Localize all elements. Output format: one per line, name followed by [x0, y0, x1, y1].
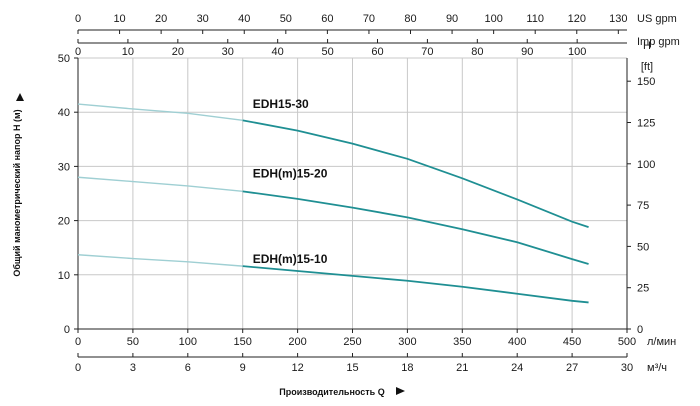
x-unit-impgpm: Imp gpm	[637, 36, 680, 48]
x-tick-label-impgpm: 90	[521, 46, 533, 58]
x-tick-label-lmin: 200	[288, 336, 306, 348]
x-tick-label-impgpm: 70	[421, 46, 433, 58]
curve-label-1: EDH(m)15-20	[253, 166, 328, 180]
x-tick-label-impgpm: 40	[272, 46, 284, 58]
x-tick-label-m3h: 24	[511, 362, 523, 374]
y-tick-label-m: 10	[58, 270, 70, 282]
x-tick-label-usgpm: 110	[526, 13, 544, 25]
x-tick-label-lmin: 100	[179, 336, 197, 348]
curve-label-0: EDH15-30	[253, 97, 309, 111]
x-tick-label-impgpm: 30	[222, 46, 234, 58]
curve-2	[242, 265, 589, 304]
y-arrow-icon	[16, 93, 24, 101]
x-tick-label-m3h: 30	[621, 362, 633, 374]
curve-0	[242, 119, 589, 228]
x-tick-label-impgpm: 50	[321, 46, 333, 58]
y-tick-label-ft: 150	[637, 76, 655, 88]
x-tick-label-usgpm: 60	[321, 13, 333, 25]
x-tick-label-lmin: 0	[75, 336, 81, 348]
y-tick-label-m: 50	[58, 53, 70, 65]
curve-label-2: EDH(m)15-10	[253, 252, 328, 266]
x-tick-label-impgpm: 80	[471, 46, 483, 58]
x-tick-label-usgpm: 0	[75, 13, 81, 25]
x-tick-label-usgpm: 120	[568, 13, 586, 25]
curves: EDH15-30 EDH(m)15-20 EDH(m)15-10	[77, 97, 589, 304]
x-tick-label-m3h: 6	[185, 362, 191, 374]
y-tick-label-ft: 25	[637, 283, 649, 295]
x-tick-label-usgpm: 10	[113, 13, 125, 25]
x-tick-label-lmin: 400	[508, 336, 526, 348]
x-tick-label-usgpm: 20	[155, 13, 167, 25]
x-tick-label-lmin: 450	[563, 336, 581, 348]
x-tick-label-usgpm: 130	[609, 13, 627, 25]
curve-2-extension	[77, 254, 243, 267]
x-tick-label-impgpm: 100	[568, 46, 586, 58]
x-axis-title: Производительность Q	[279, 387, 384, 397]
x-tick-label-lmin: 250	[343, 336, 361, 348]
ft-axis-unit: [ft]	[641, 61, 653, 73]
x-tick-label-lmin: 300	[398, 336, 416, 348]
x-tick-label-lmin: 50	[127, 336, 139, 348]
x-tick-label-lmin: 500	[618, 336, 636, 348]
x-tick-label-m3h: 18	[401, 362, 413, 374]
x-tick-label-m3h: 9	[240, 362, 246, 374]
x-unit-usgpm: US gpm	[637, 13, 677, 25]
y-tick-label-ft: 75	[637, 200, 649, 212]
grid-lines	[77, 57, 628, 330]
x-tick-label-m3h: 12	[291, 362, 303, 374]
y-tick-label-ft: 125	[637, 117, 655, 129]
x-tick-label-impgpm: 60	[371, 46, 383, 58]
y-tick-label-m: 30	[58, 161, 70, 173]
x-tick-label-m3h: 15	[346, 362, 358, 374]
y-tick-label-ft: 0	[637, 324, 643, 336]
y-axis-title: Общий манометрический напор H (м)	[12, 109, 22, 276]
x-tick-label-usgpm: 40	[238, 13, 250, 25]
x-tick-label-lmin: 150	[234, 336, 252, 348]
x-arrow-icon	[396, 387, 405, 395]
y-tick-label-ft: 100	[637, 159, 655, 171]
y-tick-label-m: 0	[64, 324, 70, 336]
x-tick-label-lmin: 350	[453, 336, 471, 348]
y-tick-label-ft: 50	[637, 241, 649, 253]
x-tick-label-m3h: 21	[456, 362, 468, 374]
x-tick-label-impgpm: 0	[75, 46, 81, 58]
x-tick-label-usgpm: 30	[197, 13, 209, 25]
x-unit-m3h: м³/ч	[647, 362, 667, 374]
x-tick-label-usgpm: 90	[446, 13, 458, 25]
x-tick-label-m3h: 27	[566, 362, 578, 374]
x-tick-label-usgpm: 50	[280, 13, 292, 25]
curve-1-extension	[77, 176, 243, 193]
x-tick-label-usgpm: 100	[484, 13, 502, 25]
x-tick-label-impgpm: 10	[122, 46, 134, 58]
axis-labels: Общий манометрический напор H (м) Произво…	[12, 93, 405, 397]
x-unit-lmin: л/мин	[647, 336, 676, 348]
x-tick-label-usgpm: 80	[404, 13, 416, 25]
x-tick-label-m3h: 3	[130, 362, 136, 374]
curve-1	[242, 190, 589, 265]
x-tick-label-m3h: 0	[75, 362, 81, 374]
curve-0-extension	[77, 103, 243, 122]
ft-axis-h-label: H	[643, 40, 651, 52]
y-tick-label-m: 40	[58, 107, 70, 119]
x-tick-label-usgpm: 70	[363, 13, 375, 25]
x-tick-label-impgpm: 20	[172, 46, 184, 58]
y-tick-label-m: 20	[58, 216, 70, 228]
